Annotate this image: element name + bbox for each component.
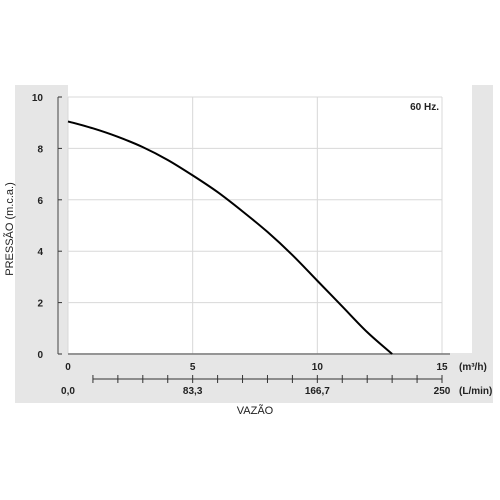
x-unit-m3h: (m³/h): [459, 362, 487, 373]
x-tick-label-m3h: 0: [65, 362, 71, 373]
x-tick-label-lmin: 250: [434, 386, 451, 397]
pump-curve-line: [67, 120, 393, 355]
x-axis-title: VAZÃO: [237, 404, 274, 417]
x-tick-label-lmin: 83,3: [183, 386, 203, 397]
y-tick-label: 8: [37, 144, 43, 155]
axes: [57, 96, 450, 383]
x-tick-label-lmin: 166,7: [305, 386, 330, 397]
plot-area: [68, 85, 472, 353]
y-tick-label: 10: [32, 93, 44, 104]
y-tick-label: 6: [37, 196, 43, 207]
x-tick-label-lmin: 0,0: [61, 386, 75, 397]
x-tick-label-m3h: 5: [190, 362, 196, 373]
x-tick-label-m3h: 10: [312, 362, 324, 373]
y-tick-label: 0: [37, 350, 43, 361]
x-unit-lmin: (L/min): [459, 386, 492, 397]
x-tick-label-m3h: 15: [436, 362, 448, 373]
grid: [67, 96, 443, 355]
labels: 0 2 4 6 8 10 0 5 10 15 (m³/h) 0,0 83,3 166,7 250 (L/min…: [32, 93, 492, 397]
y-tick-label: 4: [37, 247, 43, 258]
y-tick-label: 2: [37, 299, 43, 310]
y-axis-title: PRESSÃO (m.c.a.): [3, 182, 16, 276]
curve-layer: [67, 120, 393, 355]
frequency-annotation: 60 Hz.: [410, 102, 439, 113]
